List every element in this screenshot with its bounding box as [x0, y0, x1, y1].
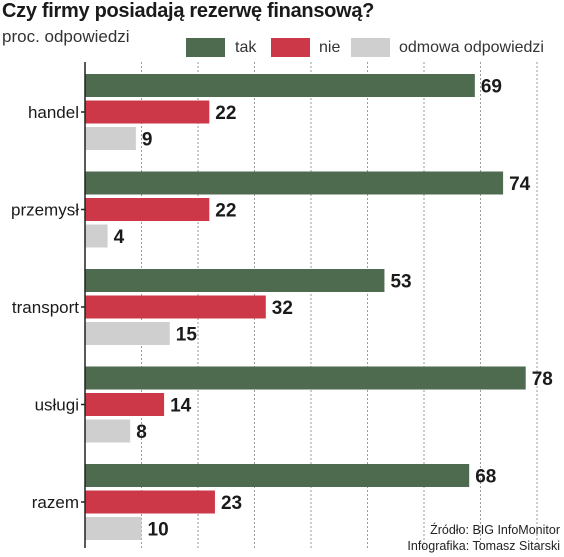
- bar-nie: [85, 198, 210, 221]
- source-line: Źródło: BIG InfoMonitor: [430, 523, 560, 537]
- bar-nie: [85, 393, 165, 416]
- bar-odmowa: [85, 127, 136, 150]
- chart-subtitle: proc. odpowiedzi: [2, 27, 130, 46]
- data-label: 9: [142, 130, 153, 151]
- data-label: 8: [136, 422, 147, 443]
- bar-tak: [85, 74, 475, 97]
- category-label: razem: [32, 493, 79, 512]
- legend-label-tak: tak: [235, 39, 257, 56]
- data-label: 10: [148, 520, 169, 541]
- data-label: 15: [176, 325, 198, 346]
- bar-nie: [85, 295, 266, 319]
- bar-tak: [85, 464, 470, 487]
- bar-tak: [85, 171, 504, 195]
- category-label: przemysł: [11, 201, 79, 220]
- legend-label-nie: nie: [319, 39, 341, 56]
- bar-nie: [85, 100, 210, 124]
- data-label: 53: [390, 272, 411, 293]
- data-label: 22: [215, 201, 236, 222]
- legend-swatch-tak: [186, 38, 225, 57]
- data-label: 78: [532, 369, 553, 390]
- data-label: 69: [481, 77, 502, 98]
- data-label: 68: [475, 467, 496, 488]
- data-label: 14: [170, 396, 192, 417]
- data-label: 32: [272, 298, 293, 319]
- data-label: 22: [215, 103, 236, 124]
- category-label: usługi: [35, 396, 79, 415]
- legend-swatch-odmowa: [351, 38, 390, 57]
- bar-odmowa: [85, 517, 142, 540]
- chart-title: Czy firmy posiadają rezerwę finansową?: [2, 0, 375, 22]
- category-label: handel: [28, 103, 79, 122]
- data-label: 74: [509, 174, 531, 195]
- legend-label-odmowa: odmowa odpowiedzi: [399, 39, 544, 56]
- category-label: transport: [12, 298, 79, 317]
- data-label: 23: [221, 493, 242, 514]
- legend-swatch-nie: [271, 38, 310, 57]
- credit-line: Infografika: Tomasz Sitarski: [407, 539, 560, 553]
- source-credit: Źródło: BIG InfoMonitor Infografika: Tom…: [407, 522, 560, 554]
- bar-odmowa: [85, 224, 108, 248]
- data-label: 4: [114, 227, 125, 248]
- bar-nie: [85, 490, 215, 514]
- bar-tak: [85, 366, 526, 390]
- bar-odmowa: [85, 419, 131, 443]
- bar-tak: [85, 269, 385, 292]
- bar-odmowa: [85, 322, 170, 345]
